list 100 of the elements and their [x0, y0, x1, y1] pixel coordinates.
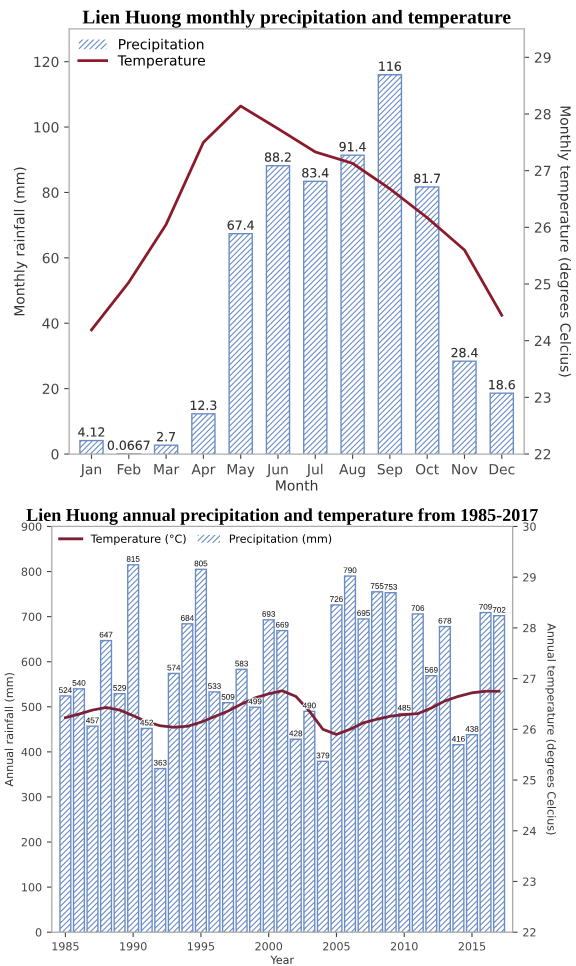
data-label: 647 [100, 632, 112, 638]
x-tick-label: Jun [266, 464, 288, 478]
data-label: 726 [330, 596, 343, 602]
legend-label: Precipitation (mm) [230, 534, 332, 545]
y2-tick-label: 23 [523, 877, 536, 886]
data-label: 438 [465, 726, 478, 732]
y-tick-label: 80 [42, 187, 58, 198]
data-label: 702 [492, 607, 506, 613]
y-tick-label: 40 [42, 318, 58, 329]
y-axis-title: Monthly rainfall (mm) [14, 168, 28, 316]
x-tick-label: Jul [306, 464, 322, 478]
data-label: 509 [222, 694, 234, 700]
x-tick-label: May [228, 464, 255, 478]
data-label: 569 [424, 667, 438, 673]
y2-axis-title: Annual temperature (degrees Celcius) [545, 623, 556, 834]
legend-label: Temperature [118, 55, 205, 68]
data-label: 574 [167, 664, 180, 670]
data-label: 83.4 [302, 168, 329, 178]
data-label: 706 [411, 605, 424, 611]
x-tick-label: 2015 [458, 942, 486, 951]
y-tick-label: 100 [22, 883, 42, 892]
legend-label: Temperature (°C) [90, 534, 186, 545]
y2-tick-label: 23 [534, 392, 550, 403]
y2-tick-label: 29 [523, 573, 536, 582]
data-label: 815 [126, 556, 140, 562]
x-tick-label: Nov [452, 464, 478, 474]
x-tick-label: 1995 [188, 942, 214, 951]
x-tick-label: Oct [416, 464, 439, 474]
x-tick-label: 2000 [255, 942, 282, 951]
x-tick-label: 2005 [323, 942, 350, 951]
y-tick-label: 500 [22, 702, 42, 712]
y2-tick-label: 30 [523, 522, 536, 531]
x-tick-label: Apr [191, 464, 216, 478]
x-tick-label: Jan [80, 464, 102, 478]
y2-tick-label: 26 [534, 222, 551, 233]
data-label: 499 [248, 698, 262, 704]
x-tick-label: Mar [154, 464, 180, 474]
y-tick-label: 20 [42, 384, 58, 394]
data-label: 709 [479, 604, 492, 610]
data-label: 2.7 [157, 432, 175, 442]
data-label: 452 [140, 720, 154, 726]
y2-tick-label: 27 [534, 166, 550, 176]
data-label: 669 [276, 622, 289, 628]
y2-tick-label: 29 [534, 52, 551, 63]
data-label: 524 [58, 687, 72, 693]
x-tick-label: 1990 [120, 942, 147, 951]
data-label: 116 [379, 61, 402, 71]
y2-tick-label: 25 [534, 278, 550, 290]
y-tick-label: 120 [34, 56, 58, 68]
y2-tick-label: 28 [523, 624, 536, 632]
x-axis-title: Month [276, 480, 318, 491]
data-label: 379 [316, 752, 330, 758]
y2-tick-label: 28 [534, 108, 551, 120]
y-tick-label: 60 [42, 252, 58, 264]
data-label: 805 [194, 560, 208, 566]
y-tick-label: 700 [22, 612, 42, 622]
data-label: 363 [154, 760, 167, 766]
data-label: 428 [289, 730, 302, 736]
x-tick-label: Feb [118, 464, 140, 474]
data-label: 81.7 [414, 174, 440, 184]
y-axis-title: Annual rainfall (mm) [4, 673, 15, 786]
y-tick-label: 200 [22, 838, 42, 846]
data-label: 18.6 [489, 380, 515, 390]
data-label: 533 [208, 683, 221, 689]
y2-tick-label: 24 [534, 336, 551, 346]
data-label: 540 [72, 680, 86, 686]
data-label: 485 [398, 704, 411, 711]
data-label: 457 [86, 718, 99, 724]
y-tick-label: 400 [21, 748, 42, 756]
data-label: 583 [235, 660, 248, 666]
y2-tick-label: 27 [523, 674, 536, 683]
x-tick-label: Dec [490, 464, 514, 474]
y2-tick-label: 26 [523, 725, 536, 734]
data-label: 91.4 [339, 142, 366, 152]
legend-label: Precipitation [119, 38, 204, 52]
x-tick-label: Sep [378, 464, 402, 478]
data-label: 678 [438, 618, 452, 624]
y2-tick-label: 22 [534, 448, 550, 460]
y2-tick-label: 22 [523, 928, 536, 936]
data-label: 753 [384, 584, 398, 590]
data-label: 755 [370, 583, 384, 589]
y-tick-label: 100 [34, 122, 58, 133]
data-label: 693 [262, 611, 276, 617]
data-label: 28.4 [451, 348, 478, 358]
data-label: 4.12 [78, 427, 104, 437]
data-label: 416 [452, 736, 465, 742]
y-tick-label: 800 [22, 568, 42, 576]
y-tick-label: 0 [36, 928, 42, 937]
x-tick-label: 2010 [390, 942, 418, 951]
data-label: 12.3 [190, 400, 216, 410]
y2-tick-label: 24 [523, 826, 536, 835]
data-label: 529 [113, 685, 126, 691]
y-tick-label: 900 [22, 522, 42, 531]
y2-axis-title: Monthly temperature (degrees Celcius) [558, 106, 571, 377]
data-label: 88.2 [264, 152, 291, 162]
y2-tick-label: 25 [523, 776, 536, 784]
y-tick-label: 600 [22, 658, 42, 666]
y-tick-label: 0 [51, 448, 58, 460]
x-axis-title: Year [270, 956, 294, 964]
data-label: 0.0667 [108, 440, 150, 450]
